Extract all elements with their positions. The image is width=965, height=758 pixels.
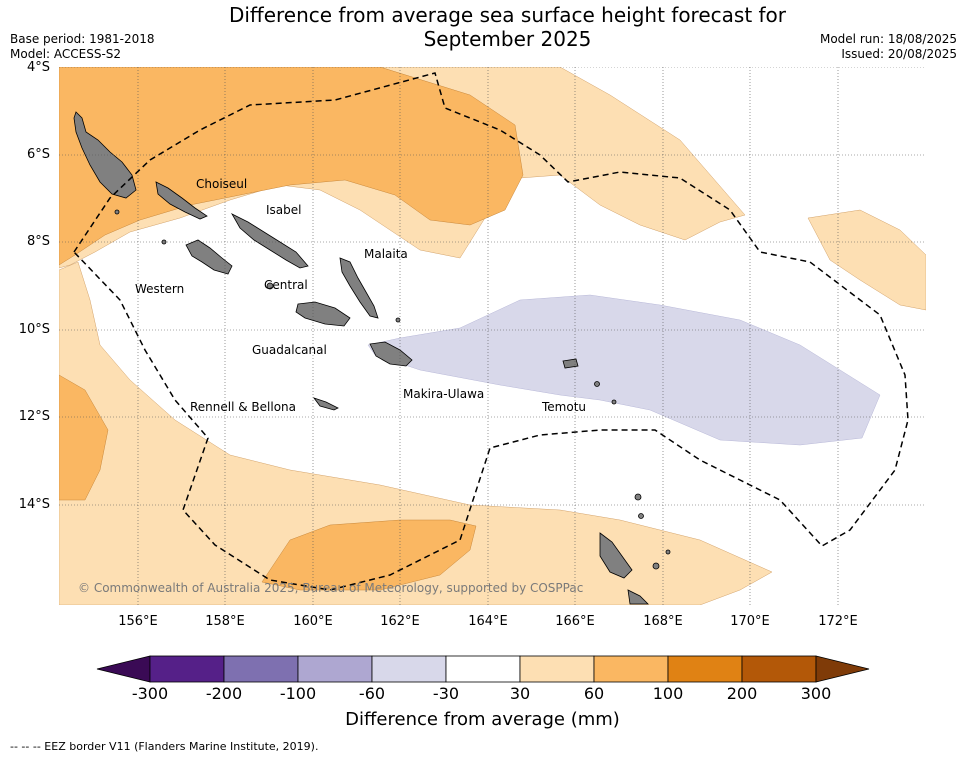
copyright-text: © Commonwealth of Australia 2025, Bureau… <box>78 581 583 595</box>
guadalcanal-island <box>295 301 351 327</box>
temotu-island <box>562 358 579 369</box>
vanua-lava-island <box>599 532 633 579</box>
label-guadalcanal: Guadalcanal <box>252 343 327 357</box>
rennell-island <box>312 397 339 411</box>
colorbar <box>96 655 870 683</box>
colorbar-extend-low <box>96 655 151 683</box>
model-run-text: Model run: 18/08/2025 <box>819 32 957 46</box>
colorbar-tick-neg60: -60 <box>358 684 386 703</box>
lon-label-170e: 170°E <box>730 614 770 629</box>
lat-label-8s: 8°S <box>26 234 50 249</box>
label-makira-ulawa: Makira-Ulawa <box>403 387 484 401</box>
colorbar-bin-2 <box>223 655 299 683</box>
small-islet-6 <box>665 549 671 555</box>
lon-label-172e: 172°E <box>818 614 858 629</box>
isabel-island <box>230 213 309 269</box>
label-rennell-bellona: Rennell & Bellona <box>190 400 296 414</box>
strong-positive-north <box>59 67 524 266</box>
lon-label-156e: 156°E <box>118 614 158 629</box>
title-line-1: Difference from average sea surface heig… <box>228 3 787 27</box>
lon-label-160e: 160°E <box>293 614 333 629</box>
small-islet-4 <box>638 513 644 519</box>
choiseul-island <box>155 181 208 220</box>
colorbar-tick-100: 100 <box>652 684 684 703</box>
small-islet-7 <box>114 209 120 215</box>
lat-label-10s: 10°S <box>18 322 50 337</box>
base-period-text: Base period: 1981-2018 <box>10 32 155 46</box>
map-content: Choiseul Isabel Malaita Western Central … <box>59 67 926 605</box>
strong-positive-west <box>59 374 109 501</box>
new-georgia-island <box>185 239 233 275</box>
issued-text: Issued: 20/08/2025 <box>841 47 957 61</box>
small-islet-3 <box>634 493 642 501</box>
colorbar-tick-neg100: -100 <box>279 684 317 703</box>
colorbar-tick-60: 60 <box>583 684 605 703</box>
small-islet-9 <box>266 282 274 290</box>
positive-anomaly-band-east <box>807 209 926 311</box>
colorbar-tick-300: 300 <box>800 684 832 703</box>
colorbar-bin-4 <box>371 655 447 683</box>
label-central: Central <box>264 278 308 292</box>
colorbar-bin-6 <box>519 655 595 683</box>
espiritu-santo-island <box>627 589 649 605</box>
model-text: Model: ACCESS-S2 <box>10 47 122 61</box>
makira-island <box>369 341 413 367</box>
lat-label-6s: 6°S <box>26 147 50 162</box>
colorbar-extend-high <box>815 655 870 683</box>
label-temotu: Temotu <box>541 400 586 414</box>
lat-label-12s: 12°S <box>18 409 50 424</box>
strong-positive-south <box>261 519 477 591</box>
small-islet-5 <box>652 562 660 570</box>
lon-label-166e: 166°E <box>555 614 595 629</box>
colorbar-tick-30: 30 <box>509 684 531 703</box>
lat-label-4s: 4°S <box>26 60 50 75</box>
forecast-map: Choiseul Isabel Malaita Western Central … <box>59 67 926 605</box>
graticule <box>59 67 926 605</box>
small-islet-2 <box>611 399 617 405</box>
lat-label-14s: 14°S <box>18 497 50 512</box>
meta-right: Model run: 18/08/2025 Issued: 20/08/2025 <box>820 32 957 62</box>
eez-footnote: -- -- -- EEZ border V11 (Flanders Marine… <box>10 740 319 753</box>
title-line-2: September 2025 <box>423 27 592 51</box>
colorbar-bin-8 <box>667 655 743 683</box>
lon-label-158e: 158°E <box>205 614 245 629</box>
positive-anomaly-band-west <box>59 261 773 605</box>
lon-label-162e: 162°E <box>380 614 420 629</box>
small-islet-10 <box>395 317 401 323</box>
negative-anomaly-patch <box>367 294 881 446</box>
malaita-island <box>339 257 379 319</box>
map-title: Difference from average sea surface heig… <box>180 3 835 51</box>
label-malaita: Malaita <box>364 247 408 261</box>
colorbar-bin-9 <box>741 655 817 683</box>
meta-left: Base period: 1981-2018 Model: ACCESS-S2 <box>10 32 155 62</box>
colorbar-bin-3 <box>297 655 373 683</box>
label-choiseul: Choiseul <box>196 177 247 191</box>
small-islet-1 <box>594 381 600 387</box>
colorbar-title: Difference from average (mm) <box>345 709 620 730</box>
lon-label-164e: 164°E <box>468 614 508 629</box>
colorbar-tick-neg300: -300 <box>131 684 169 703</box>
eez-border <box>73 72 909 591</box>
colorbar-tick-200: 200 <box>726 684 758 703</box>
label-western: Western <box>135 282 184 296</box>
colorbar-tick-neg200: -200 <box>205 684 243 703</box>
colorbar-bin-7 <box>593 655 669 683</box>
lon-label-168e: 168°E <box>643 614 683 629</box>
colorbar-tick-neg30: -30 <box>432 684 460 703</box>
colorbar-bin-1 <box>149 655 225 683</box>
label-isabel: Isabel <box>266 203 301 217</box>
colorbar-bin-5 <box>445 655 521 683</box>
